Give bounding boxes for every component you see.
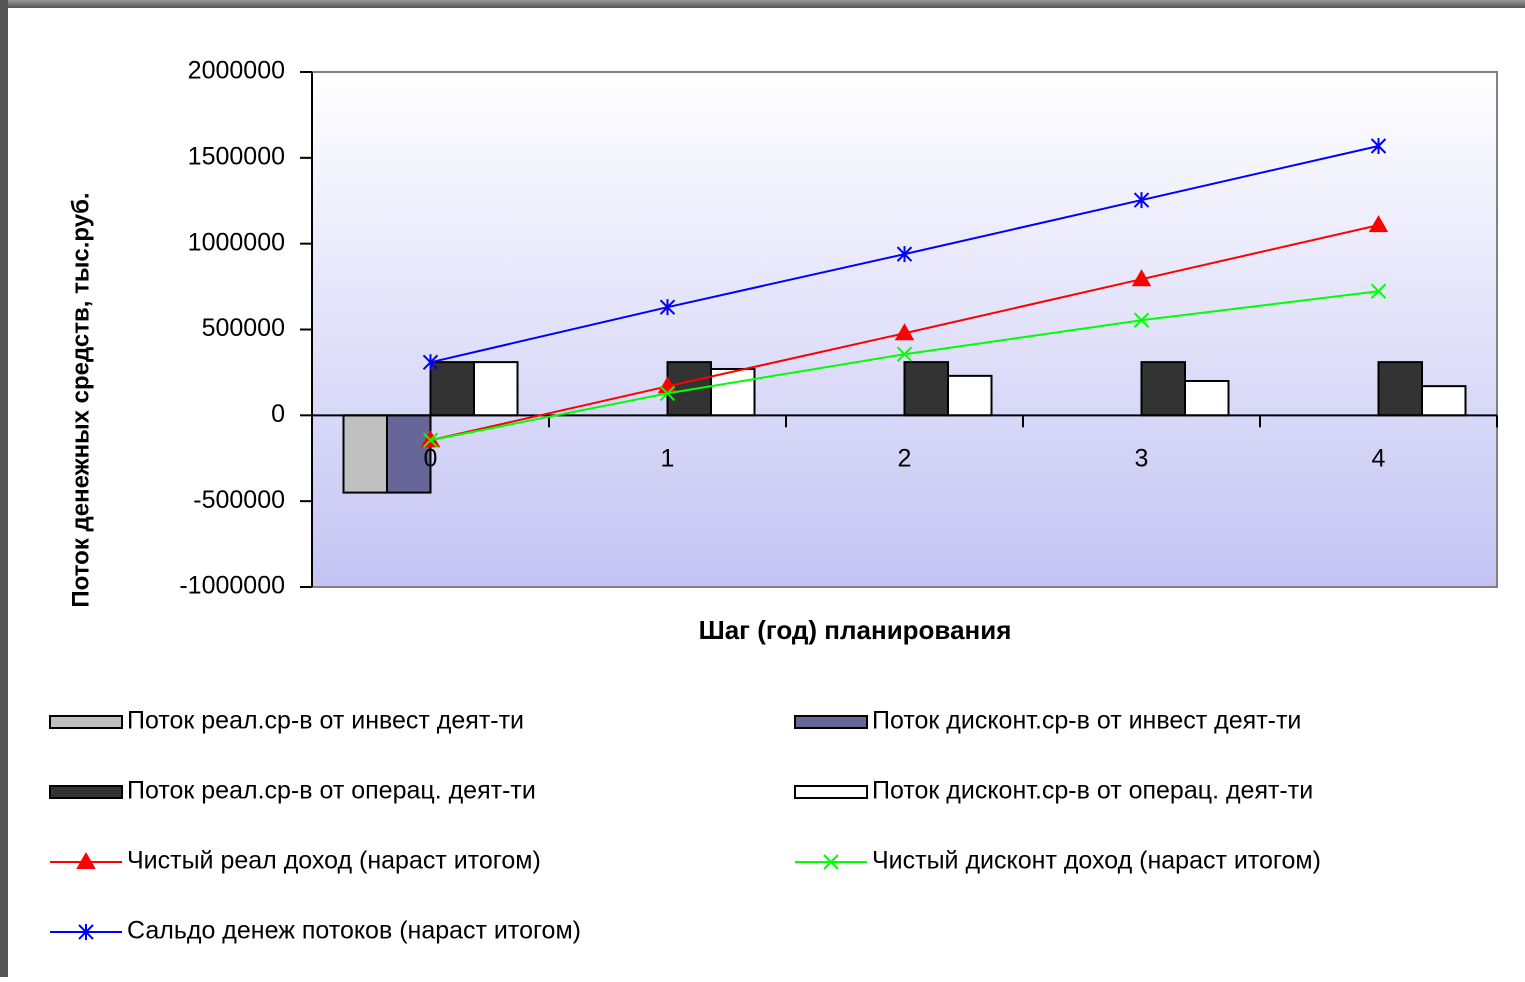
legend-swatch <box>49 785 123 799</box>
bar <box>386 414 432 494</box>
x-tick-label: 4 <box>1372 445 1386 473</box>
line-marker <box>1133 192 1150 209</box>
y-tick-label: 0 <box>271 400 285 428</box>
line-marker <box>1131 269 1152 287</box>
line-marker <box>1133 312 1150 328</box>
window-frame <box>0 0 8 977</box>
bar <box>1140 361 1186 417</box>
line-marker <box>422 354 439 371</box>
legend-swatch <box>794 785 868 799</box>
y-tick-label: 2000000 <box>188 57 285 85</box>
line-marker <box>1368 215 1389 233</box>
legend-label: Поток реал.ср-в от инвест деят-ти <box>127 707 524 735</box>
legend-label: Поток дисконт.ср-в от инвест деят-ти <box>872 707 1301 735</box>
legend-label: Чистый дисконт доход (нараст итогом) <box>872 847 1321 875</box>
legend-label: Сальдо денеж потоков (нараст итогом) <box>127 917 581 945</box>
line-marker <box>1370 137 1387 154</box>
legend-label: Поток дисконт.ср-в от операц. деят-ти <box>872 777 1313 805</box>
bar <box>1184 380 1230 417</box>
y-tick-label: -1000000 <box>179 572 285 600</box>
bar <box>947 374 993 417</box>
line-marker <box>894 323 915 341</box>
x-tick-label: 2 <box>898 445 912 473</box>
line-marker <box>896 346 913 362</box>
x-tick-label: 1 <box>661 445 675 473</box>
legend-label: Чистый реал доход (нараст итогом) <box>127 847 541 875</box>
bar <box>1421 385 1467 417</box>
bar <box>903 361 949 417</box>
y-tick-label: 1000000 <box>188 228 285 256</box>
legend-marker <box>823 854 839 870</box>
y-tick-label: 500000 <box>202 314 285 342</box>
y-tick-label: 1500000 <box>188 142 285 170</box>
line-marker <box>659 385 676 402</box>
window-frame <box>0 0 1525 8</box>
bar <box>1377 361 1423 417</box>
x-axis-label: Шаг (год) планирования <box>699 615 1012 645</box>
y-tick-label: -500000 <box>193 486 285 514</box>
legend-swatch <box>794 715 868 729</box>
line-marker <box>659 299 676 316</box>
x-tick-label: 3 <box>1135 445 1149 473</box>
legend-marker <box>78 924 94 940</box>
bar <box>342 414 388 494</box>
bar <box>429 361 475 417</box>
y-axis-label: Поток денежных средств, тыс.руб. <box>67 192 94 607</box>
line-marker <box>1370 283 1387 299</box>
x-tick-label: 0 <box>424 445 438 473</box>
line-marker <box>422 432 439 448</box>
legend-label: Поток реал.ср-в от операц. деят-ти <box>127 777 536 805</box>
bar <box>473 361 519 417</box>
line-marker <box>896 246 913 263</box>
legend-swatch <box>49 715 123 729</box>
legend-marker <box>76 851 96 869</box>
bar <box>710 367 756 417</box>
